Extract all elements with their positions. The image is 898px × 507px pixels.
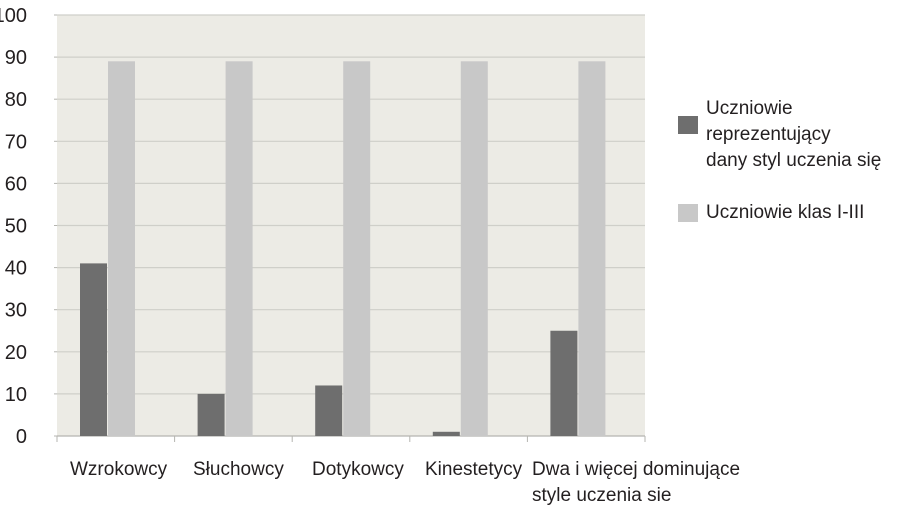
x-category-label: Słuchowcy [193,459,284,480]
bar-series-2 [460,61,488,437]
y-tick-label: 70 [5,131,27,153]
legend-swatch-series-2 [678,204,698,222]
bar-series-1 [80,263,107,436]
legend-label-series-1-line-1: Uczniowie reprezentujący [706,98,831,145]
y-tick-label: 50 [5,216,27,238]
x-category-label: Dotykowcy [312,459,404,480]
bar-series-2 [343,61,371,437]
y-tick-label: 60 [5,173,27,195]
legend-swatch-series-1 [678,116,698,134]
y-tick-label: 30 [5,300,27,322]
y-tick-label: 10 [5,384,27,406]
bar-series-1 [550,330,578,436]
legend: Uczniowie reprezentujący dany styl uczen… [668,96,896,252]
legend-item-series-1: Uczniowie reprezentujący dany styl uczen… [668,96,896,174]
x-category-label: style uczenia sie [532,485,671,506]
legend-label-series-2: Uczniowie klas I-III [706,202,865,223]
bar-series-1 [432,431,460,436]
legend-item-series-2: Uczniowie klas I-III [668,200,896,226]
bar-series-1 [197,393,225,436]
bar-series-2 [225,61,253,437]
legend-label-series-1-line-2: dany styl uczenia się [706,150,882,171]
bar-series-1 [315,385,343,436]
y-tick-label: 90 [5,47,27,69]
y-tick-label: 40 [5,258,27,280]
y-tick-label: 80 [5,89,27,111]
y-tick-label: 20 [5,342,27,364]
x-category-label: Kinestetycy [425,459,523,480]
bar-series-2 [578,61,606,437]
x-category-label: Wzrokowcy [70,459,168,480]
y-tick-label: 100 [0,5,27,27]
y-tick-label: 0 [16,426,27,448]
x-category-label: Dwa i więcej dominujące [532,459,740,480]
bar-series-2 [108,61,135,437]
